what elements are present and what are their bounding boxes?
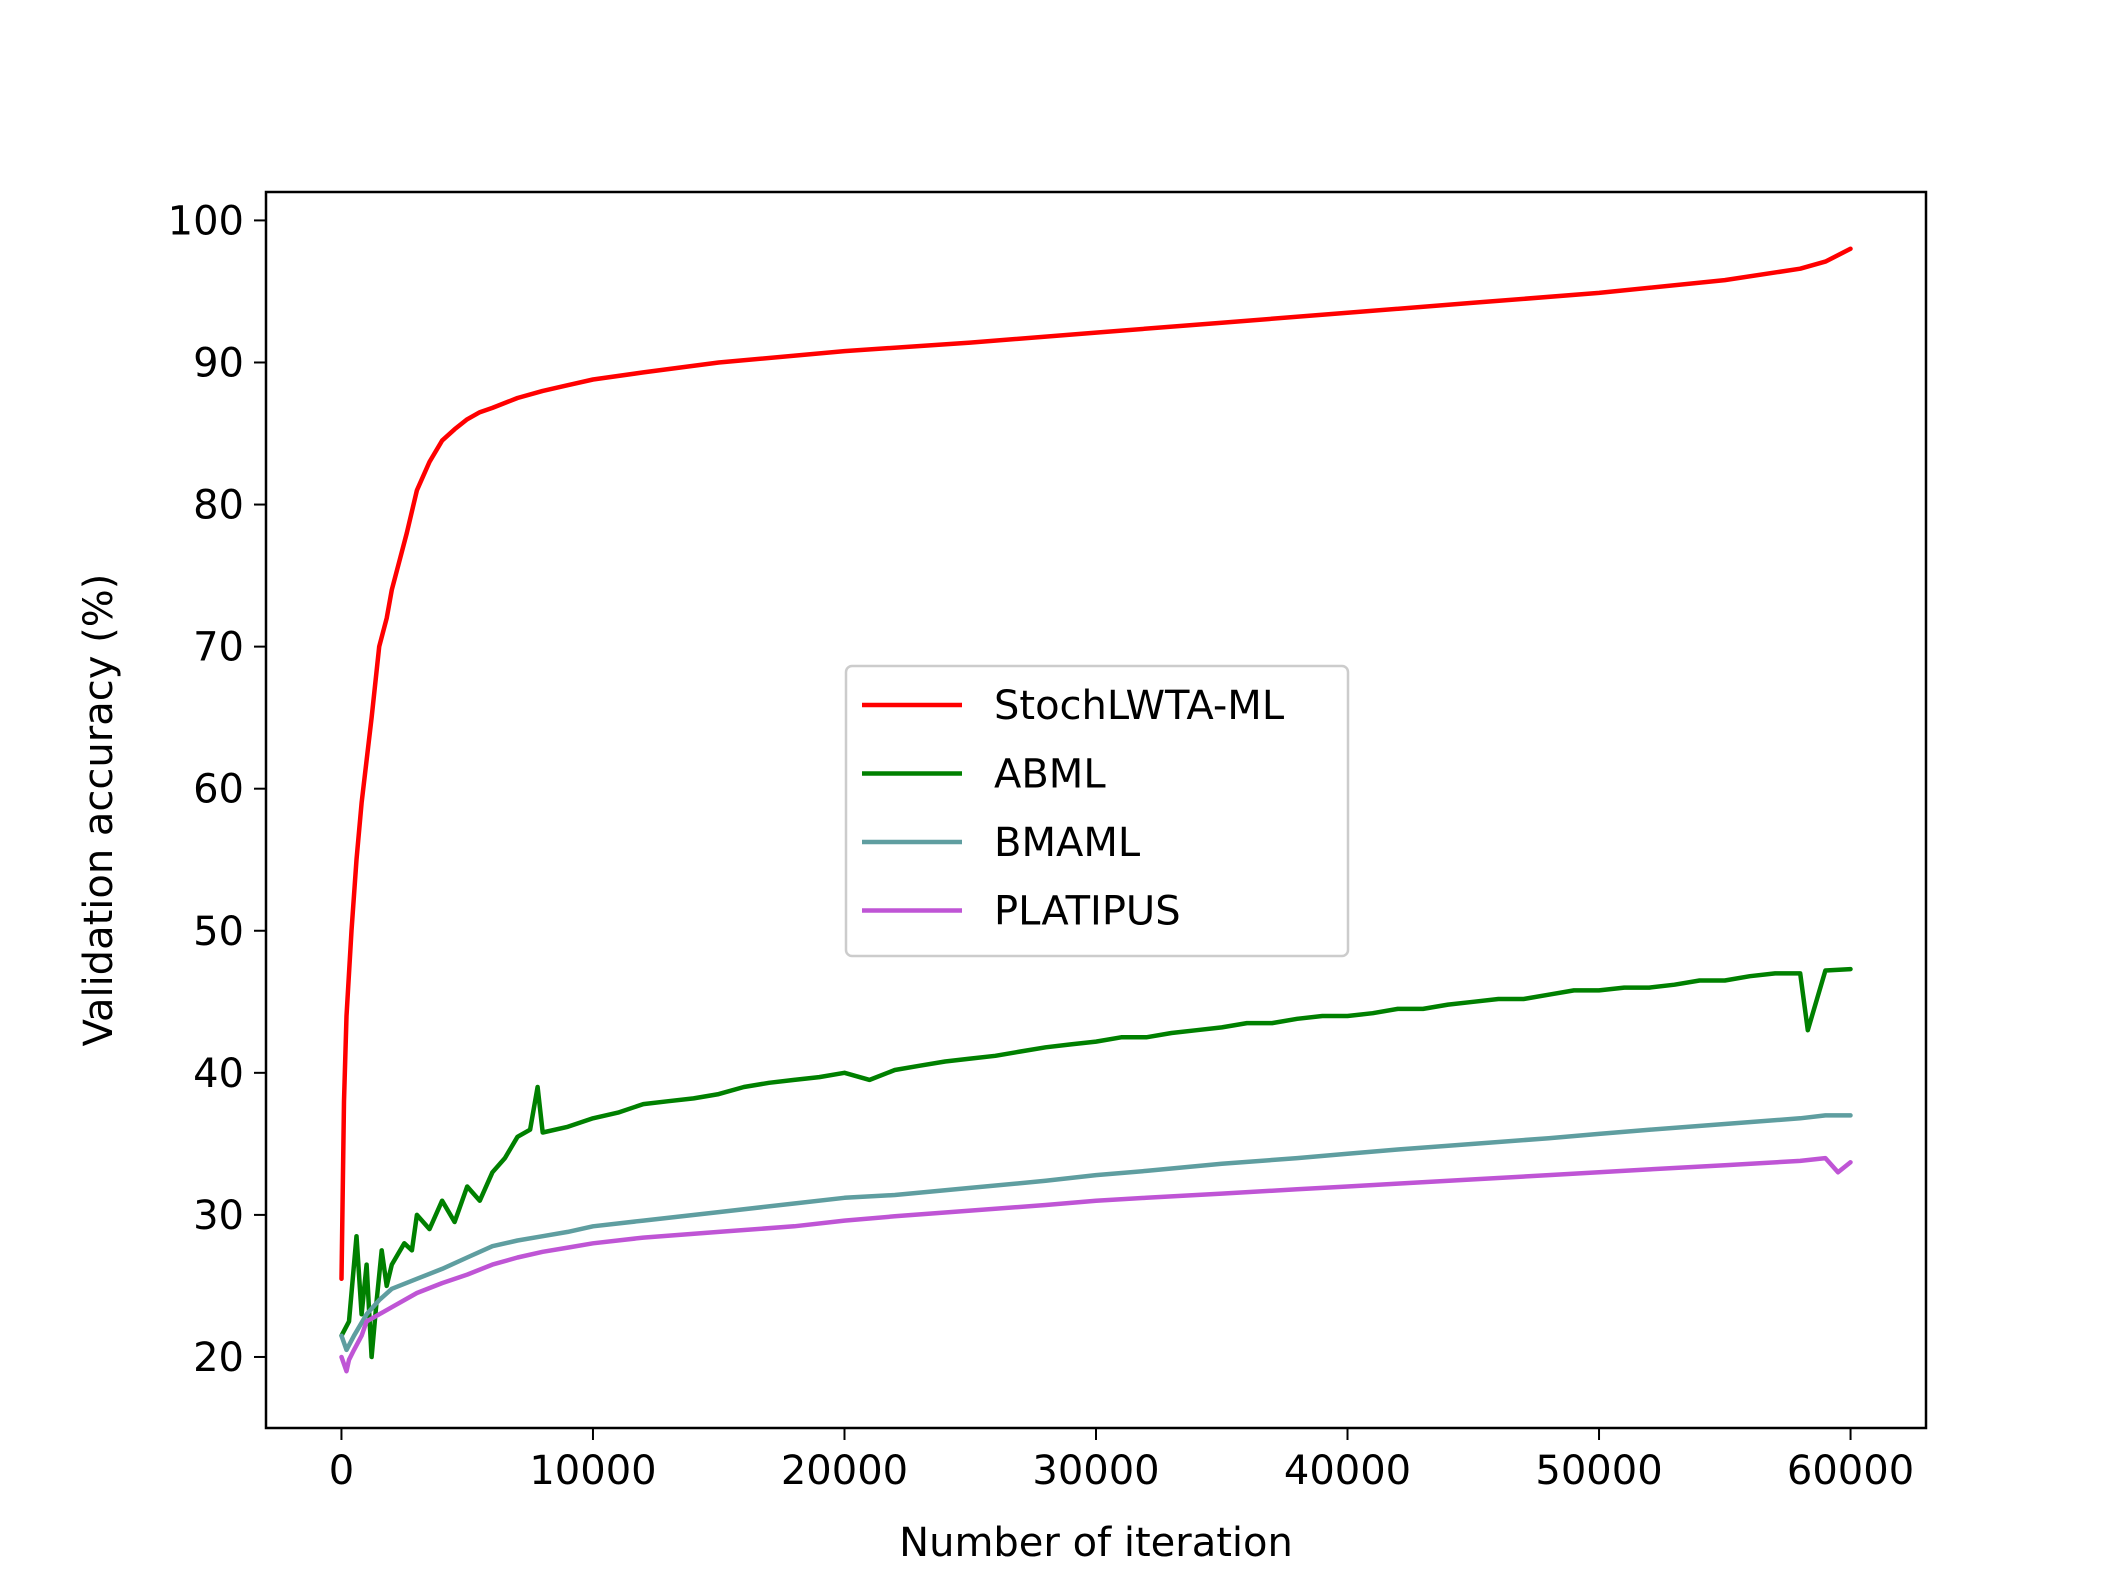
legend-label-2: BMAML xyxy=(994,820,1141,866)
x-axis-label: Number of iteration xyxy=(899,1520,1293,1566)
y-tick-label: 60 xyxy=(193,767,244,813)
y-axis: 20 30 40 50 60 70 80 90 100 xyxy=(168,198,266,1381)
x-axis: 0 10000 20000 30000 40000 50000 60000 xyxy=(329,1428,1914,1494)
series-line-1 xyxy=(339,966,1853,1360)
x-tick-label: 0 xyxy=(329,1448,354,1494)
x-tick-label: 60000 xyxy=(1787,1448,1914,1494)
x-tick-label: 50000 xyxy=(1535,1448,1662,1494)
legend-label-3: PLATIPUS xyxy=(994,889,1181,935)
legend-box xyxy=(844,664,1350,958)
legend-label-1: ABML xyxy=(994,752,1106,798)
x-tick-label: 40000 xyxy=(1284,1448,1411,1494)
x-tick-label: 10000 xyxy=(529,1448,656,1494)
y-tick-label: 90 xyxy=(193,340,244,386)
y-tick-label: 20 xyxy=(193,1335,244,1381)
x-tick-label: 30000 xyxy=(1032,1448,1159,1494)
series-line-0 xyxy=(339,246,1853,1282)
legend-label-0: StochLWTA-ML xyxy=(994,683,1285,729)
series-layer xyxy=(339,246,1853,1374)
y-tick-label: 100 xyxy=(168,198,244,244)
x-tick-label: 20000 xyxy=(781,1448,908,1494)
y-tick-label: 50 xyxy=(193,909,244,955)
y-tick-label: 30 xyxy=(193,1193,244,1239)
y-tick-label: 40 xyxy=(193,1051,244,1097)
y-tick-label: 70 xyxy=(193,625,244,671)
y-tick-label: 80 xyxy=(193,483,244,529)
series-line-2 xyxy=(339,1113,1853,1353)
y-axis-label: Validation accuracy (%) xyxy=(76,574,122,1047)
series-line-3 xyxy=(339,1155,1853,1374)
legend: StochLWTA-ML ABML BMAML PLATIPUS xyxy=(844,664,1350,958)
